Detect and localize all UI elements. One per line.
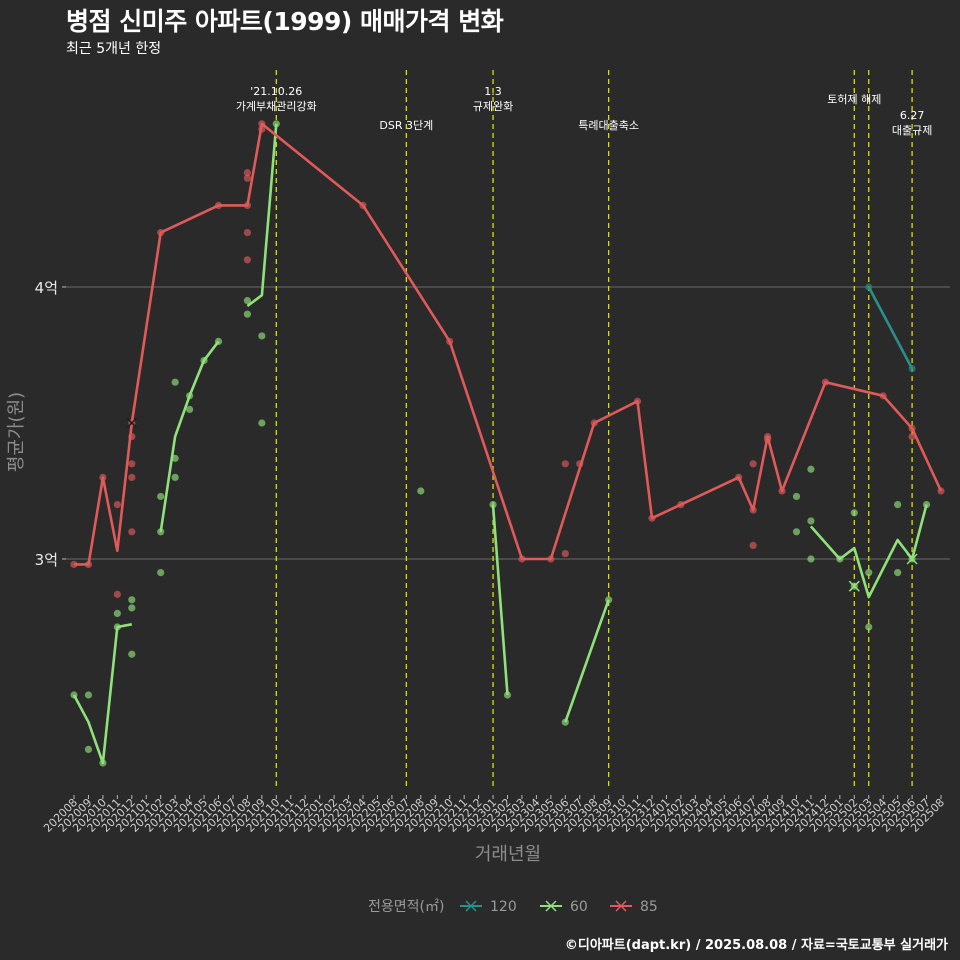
event-label: 1.3	[484, 85, 502, 98]
data-point	[417, 487, 425, 495]
legend-item-60: 60	[540, 899, 588, 915]
data-point	[84, 691, 93, 699]
series-layer	[70, 120, 945, 767]
event-lines-layer	[275, 70, 913, 790]
data-point	[128, 528, 136, 536]
legend-item-85: 85	[610, 899, 658, 915]
data-point	[171, 473, 179, 481]
x-axis-title: 거래년월	[475, 844, 541, 865]
data-point	[807, 555, 815, 563]
legend-item-120: 120	[460, 899, 517, 915]
data-point	[792, 492, 801, 501]
data-point	[186, 405, 194, 413]
series-85	[70, 120, 945, 598]
event-label: 6.27	[900, 109, 925, 122]
data-point	[243, 297, 251, 305]
data-point	[258, 419, 266, 427]
event-label: DSR 3단계	[379, 119, 433, 132]
data-point	[113, 501, 121, 509]
y-axis-title: 평균가(원)	[6, 392, 27, 472]
data-point	[865, 569, 873, 577]
data-point	[865, 623, 873, 631]
event-label: 가계부채관리강화	[236, 100, 317, 113]
series-line	[72, 623, 133, 765]
event-label: 특례대출축소	[578, 119, 639, 132]
legend-cross-icon	[545, 900, 557, 912]
cross-marker	[848, 580, 860, 592]
data-point	[157, 492, 165, 501]
data-point	[807, 517, 815, 525]
legend: 전용면적(㎡) 120 60 85	[368, 899, 658, 915]
event-label: 대출규제	[892, 124, 932, 137]
series-120	[865, 283, 916, 373]
y-tick-label: 4억	[35, 279, 58, 297]
data-point	[807, 465, 815, 473]
data-point	[243, 229, 251, 237]
series-line	[159, 340, 220, 532]
series-line	[491, 504, 509, 696]
data-point	[128, 604, 136, 612]
event-label: 규제완화	[473, 100, 513, 113]
chart-subtitle: 최근 5개년 한정	[66, 41, 162, 57]
data-point	[157, 569, 165, 577]
source-caption: ©디아파트(dapt.kr) / 2025.08.08 / 자료=국토교통부 실…	[564, 938, 948, 953]
y-tick-label: 3억	[35, 551, 58, 569]
chart-title: 병점 신미주 아파트(1999) 매매가격 변화	[66, 7, 504, 36]
series-line	[867, 286, 914, 370]
data-point	[850, 509, 858, 517]
series-line	[74, 122, 943, 566]
data-point	[128, 596, 136, 604]
data-point	[128, 650, 136, 658]
series-line	[564, 599, 610, 723]
legend-label: 120	[490, 899, 517, 915]
cross-marker	[126, 417, 138, 429]
event-label: 토허제 해제	[827, 92, 881, 106]
data-point	[749, 460, 757, 468]
data-point	[792, 528, 801, 536]
legend-title: 전용면적(㎡)	[368, 899, 444, 915]
grid-layer	[66, 286, 950, 560]
x-axis-ticks: 2020082020092020102020112020122021012021…	[41, 795, 947, 835]
legend-cross-icon	[465, 900, 477, 912]
legend-label: 85	[640, 899, 658, 915]
legend-cross-icon	[615, 900, 627, 912]
data-point	[171, 378, 179, 386]
y-axis-ticks: 3억 4억	[35, 279, 66, 569]
event-label: '21.10.26	[250, 85, 302, 98]
data-point	[243, 256, 251, 264]
data-point	[113, 609, 121, 618]
series-60	[70, 120, 931, 767]
data-point	[84, 745, 93, 754]
data-point	[749, 541, 757, 550]
data-point	[258, 332, 266, 340]
data-point	[894, 501, 902, 509]
data-point	[128, 460, 136, 468]
data-point	[243, 310, 251, 318]
data-point	[157, 528, 165, 536]
data-point	[894, 569, 902, 577]
data-point	[128, 473, 136, 481]
data-point	[561, 549, 569, 558]
data-point	[113, 590, 121, 598]
legend-label: 60	[570, 899, 588, 915]
data-point	[243, 174, 251, 182]
data-point	[243, 169, 251, 177]
data-point	[561, 460, 569, 468]
cross-marker	[906, 553, 918, 565]
series-line	[246, 123, 278, 308]
